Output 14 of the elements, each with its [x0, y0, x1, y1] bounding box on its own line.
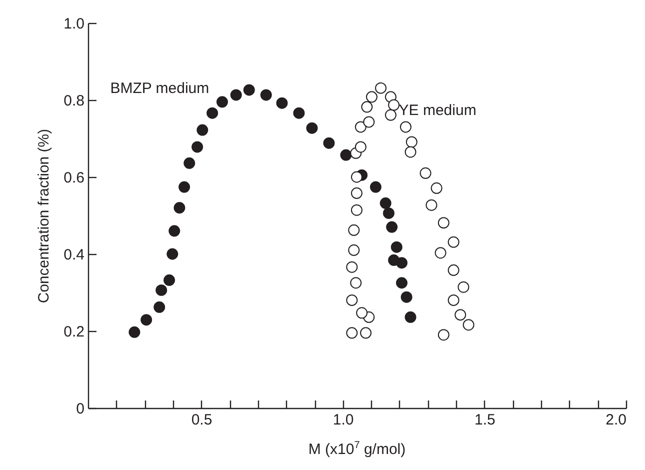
y-tick-label: 0.6: [64, 170, 84, 186]
y-tick-label: 0.4: [64, 246, 84, 264]
y-tick-label: 0.2: [64, 324, 84, 340]
x-tick-label: 0.5: [191, 412, 212, 428]
series-label: BMZP medium: [110, 80, 210, 97]
x-tick-label: 1.5: [474, 412, 496, 428]
y-axis-title: Concentration fraction (%): [36, 128, 53, 304]
x-tick-label: 1.0: [332, 412, 354, 428]
y-tick-label: 0.8: [64, 92, 84, 110]
series-label: YE medium: [398, 102, 476, 120]
x-axis-title: M (x10$^{7}$ g/mol): [307, 440, 407, 458]
x-tick-label: 2.0: [606, 412, 626, 428]
y-tick-label: 1.0: [64, 16, 84, 32]
y-tick-label: 0: [76, 400, 84, 418]
